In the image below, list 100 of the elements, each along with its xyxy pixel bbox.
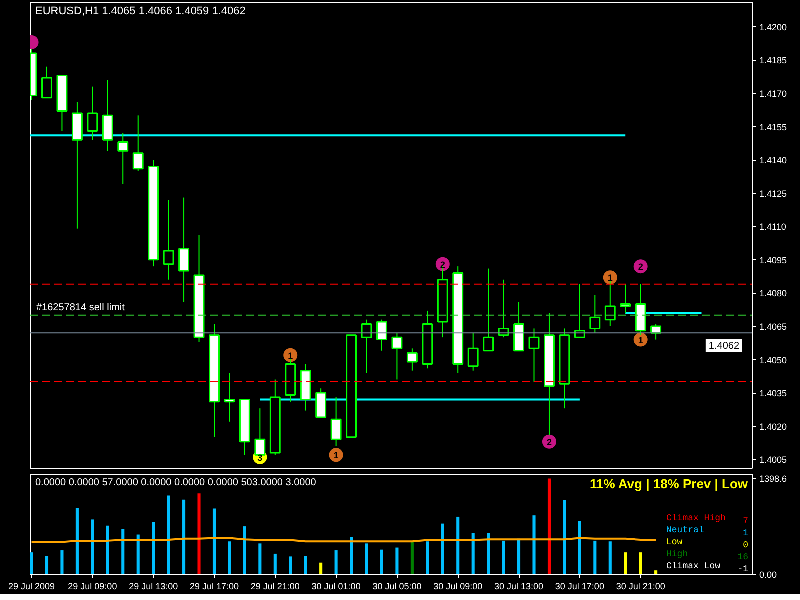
annotation: 11% Avg | 18% Prev | Low <box>590 476 749 492</box>
bar <box>198 494 201 574</box>
y-tick-label: 1.4200 <box>760 22 788 32</box>
candlestick <box>483 268 494 352</box>
candlestick <box>42 66 52 99</box>
candlestick <box>376 319 388 352</box>
text: Low <box>666 538 684 548</box>
candlestick <box>590 294 601 334</box>
y-tick-label: 1.4170 <box>760 88 788 99</box>
bar <box>426 542 430 574</box>
y-tick-label: 1.4050 <box>760 355 788 366</box>
x-tick-label: 29 Jul 13:00 <box>129 582 178 592</box>
ref-line-label: 1.4062 <box>708 341 740 352</box>
candlestick <box>361 319 372 374</box>
candlestick <box>406 348 418 372</box>
y-tick-label: 1.4080 <box>760 288 788 299</box>
bar <box>396 548 399 574</box>
candlestick <box>118 132 129 185</box>
x-tick-label: 30 Jul 05:00 <box>372 582 422 592</box>
chart-title: EURUSD,H1 1.4065 1.4066 1.4059 1.4062 <box>36 6 246 18</box>
bar <box>365 544 368 574</box>
bar <box>410 542 414 574</box>
candlestick <box>163 199 174 280</box>
annotation: 1 <box>743 528 749 538</box>
bar <box>578 521 582 574</box>
bar <box>30 552 34 574</box>
annotation: 1 <box>608 273 613 284</box>
bar <box>91 520 94 574</box>
bar <box>136 534 140 574</box>
annotation: 7 <box>743 516 749 526</box>
chart-title: 0.0000 0.0000 57.0000 0.0000 0.0000 0.0000 503.0000 3.0000 <box>36 478 317 488</box>
x-tick-label: 29 Jul 17:00 <box>190 582 240 592</box>
y-tick-label: 1.4125 <box>760 188 788 199</box>
annotation: 1 <box>638 335 644 346</box>
y-tick-label: 1.4035 <box>760 388 788 399</box>
x-tick-label: 30 Jul 01:00 <box>312 582 361 592</box>
ref-line-label: #16257814 sell limit <box>36 302 126 314</box>
bar <box>152 522 156 574</box>
annotation: 16 <box>738 552 749 562</box>
bar <box>563 500 566 574</box>
bar <box>320 562 323 574</box>
bar <box>624 552 628 574</box>
bar <box>441 524 444 574</box>
bar <box>243 526 246 574</box>
bar <box>380 550 384 574</box>
bar <box>167 496 170 574</box>
x-tick-label: 30 Jul 17:00 <box>555 582 604 592</box>
x-tick-label: 30 Jul 21:00 <box>616 582 666 592</box>
candlestick <box>528 328 540 382</box>
candlestick <box>87 86 98 141</box>
x-tick-label: 29 Jul 09:00 <box>68 582 118 592</box>
bar <box>594 540 597 574</box>
bar <box>350 538 354 574</box>
text: Climax High <box>666 514 726 524</box>
annotation: 2 <box>440 260 446 270</box>
bar <box>289 556 292 574</box>
candlestick <box>330 396 342 447</box>
bar <box>487 533 490 574</box>
x-tick-label: 30 Jul 13:00 <box>494 582 544 592</box>
y-tick-label: 0.00 <box>760 570 778 580</box>
bar <box>76 508 79 574</box>
y-tick-label: 1.4185 <box>760 56 788 66</box>
bar <box>502 540 506 574</box>
bar <box>334 550 338 574</box>
y-tick-label: 1.4140 <box>760 156 788 166</box>
y-tick-label: 1.4155 <box>760 122 788 132</box>
candlestick <box>132 115 144 172</box>
y-tick-label: 1.4065 <box>760 322 788 332</box>
bar <box>274 554 277 574</box>
candlestick <box>650 324 662 340</box>
bar <box>472 533 475 574</box>
bar <box>106 526 110 574</box>
legend-label: Climax Low <box>666 562 722 572</box>
candlestick <box>178 197 190 303</box>
bar <box>456 516 460 574</box>
annotation: 1 <box>288 350 294 361</box>
annotation: 3 <box>258 452 263 463</box>
annotation: 2 <box>638 262 644 272</box>
text: Neutral <box>666 526 704 536</box>
candlestick <box>468 332 479 372</box>
bar <box>608 542 612 574</box>
candlestick <box>224 372 236 422</box>
text: High <box>666 550 688 560</box>
y-tick-label: 1.4095 <box>760 255 788 266</box>
y-tick-label: 1.4020 <box>760 422 788 432</box>
y-tick-label: 1.4005 <box>760 455 788 466</box>
bar <box>122 529 125 574</box>
x-tick-label: 29 Jul 2009 <box>8 582 56 592</box>
x-tick-label: 29 Jul 21:00 <box>250 582 300 592</box>
bar <box>182 500 186 574</box>
bar <box>212 508 216 574</box>
candlestick <box>620 284 632 314</box>
annotation: 1 <box>334 450 339 461</box>
bar <box>258 544 262 574</box>
bar <box>639 552 642 574</box>
candlestick <box>574 284 586 338</box>
candlestick <box>392 332 403 380</box>
y-tick-label: 1398.6 <box>760 474 788 484</box>
annotation: 2 <box>546 437 552 448</box>
bar <box>304 556 308 574</box>
